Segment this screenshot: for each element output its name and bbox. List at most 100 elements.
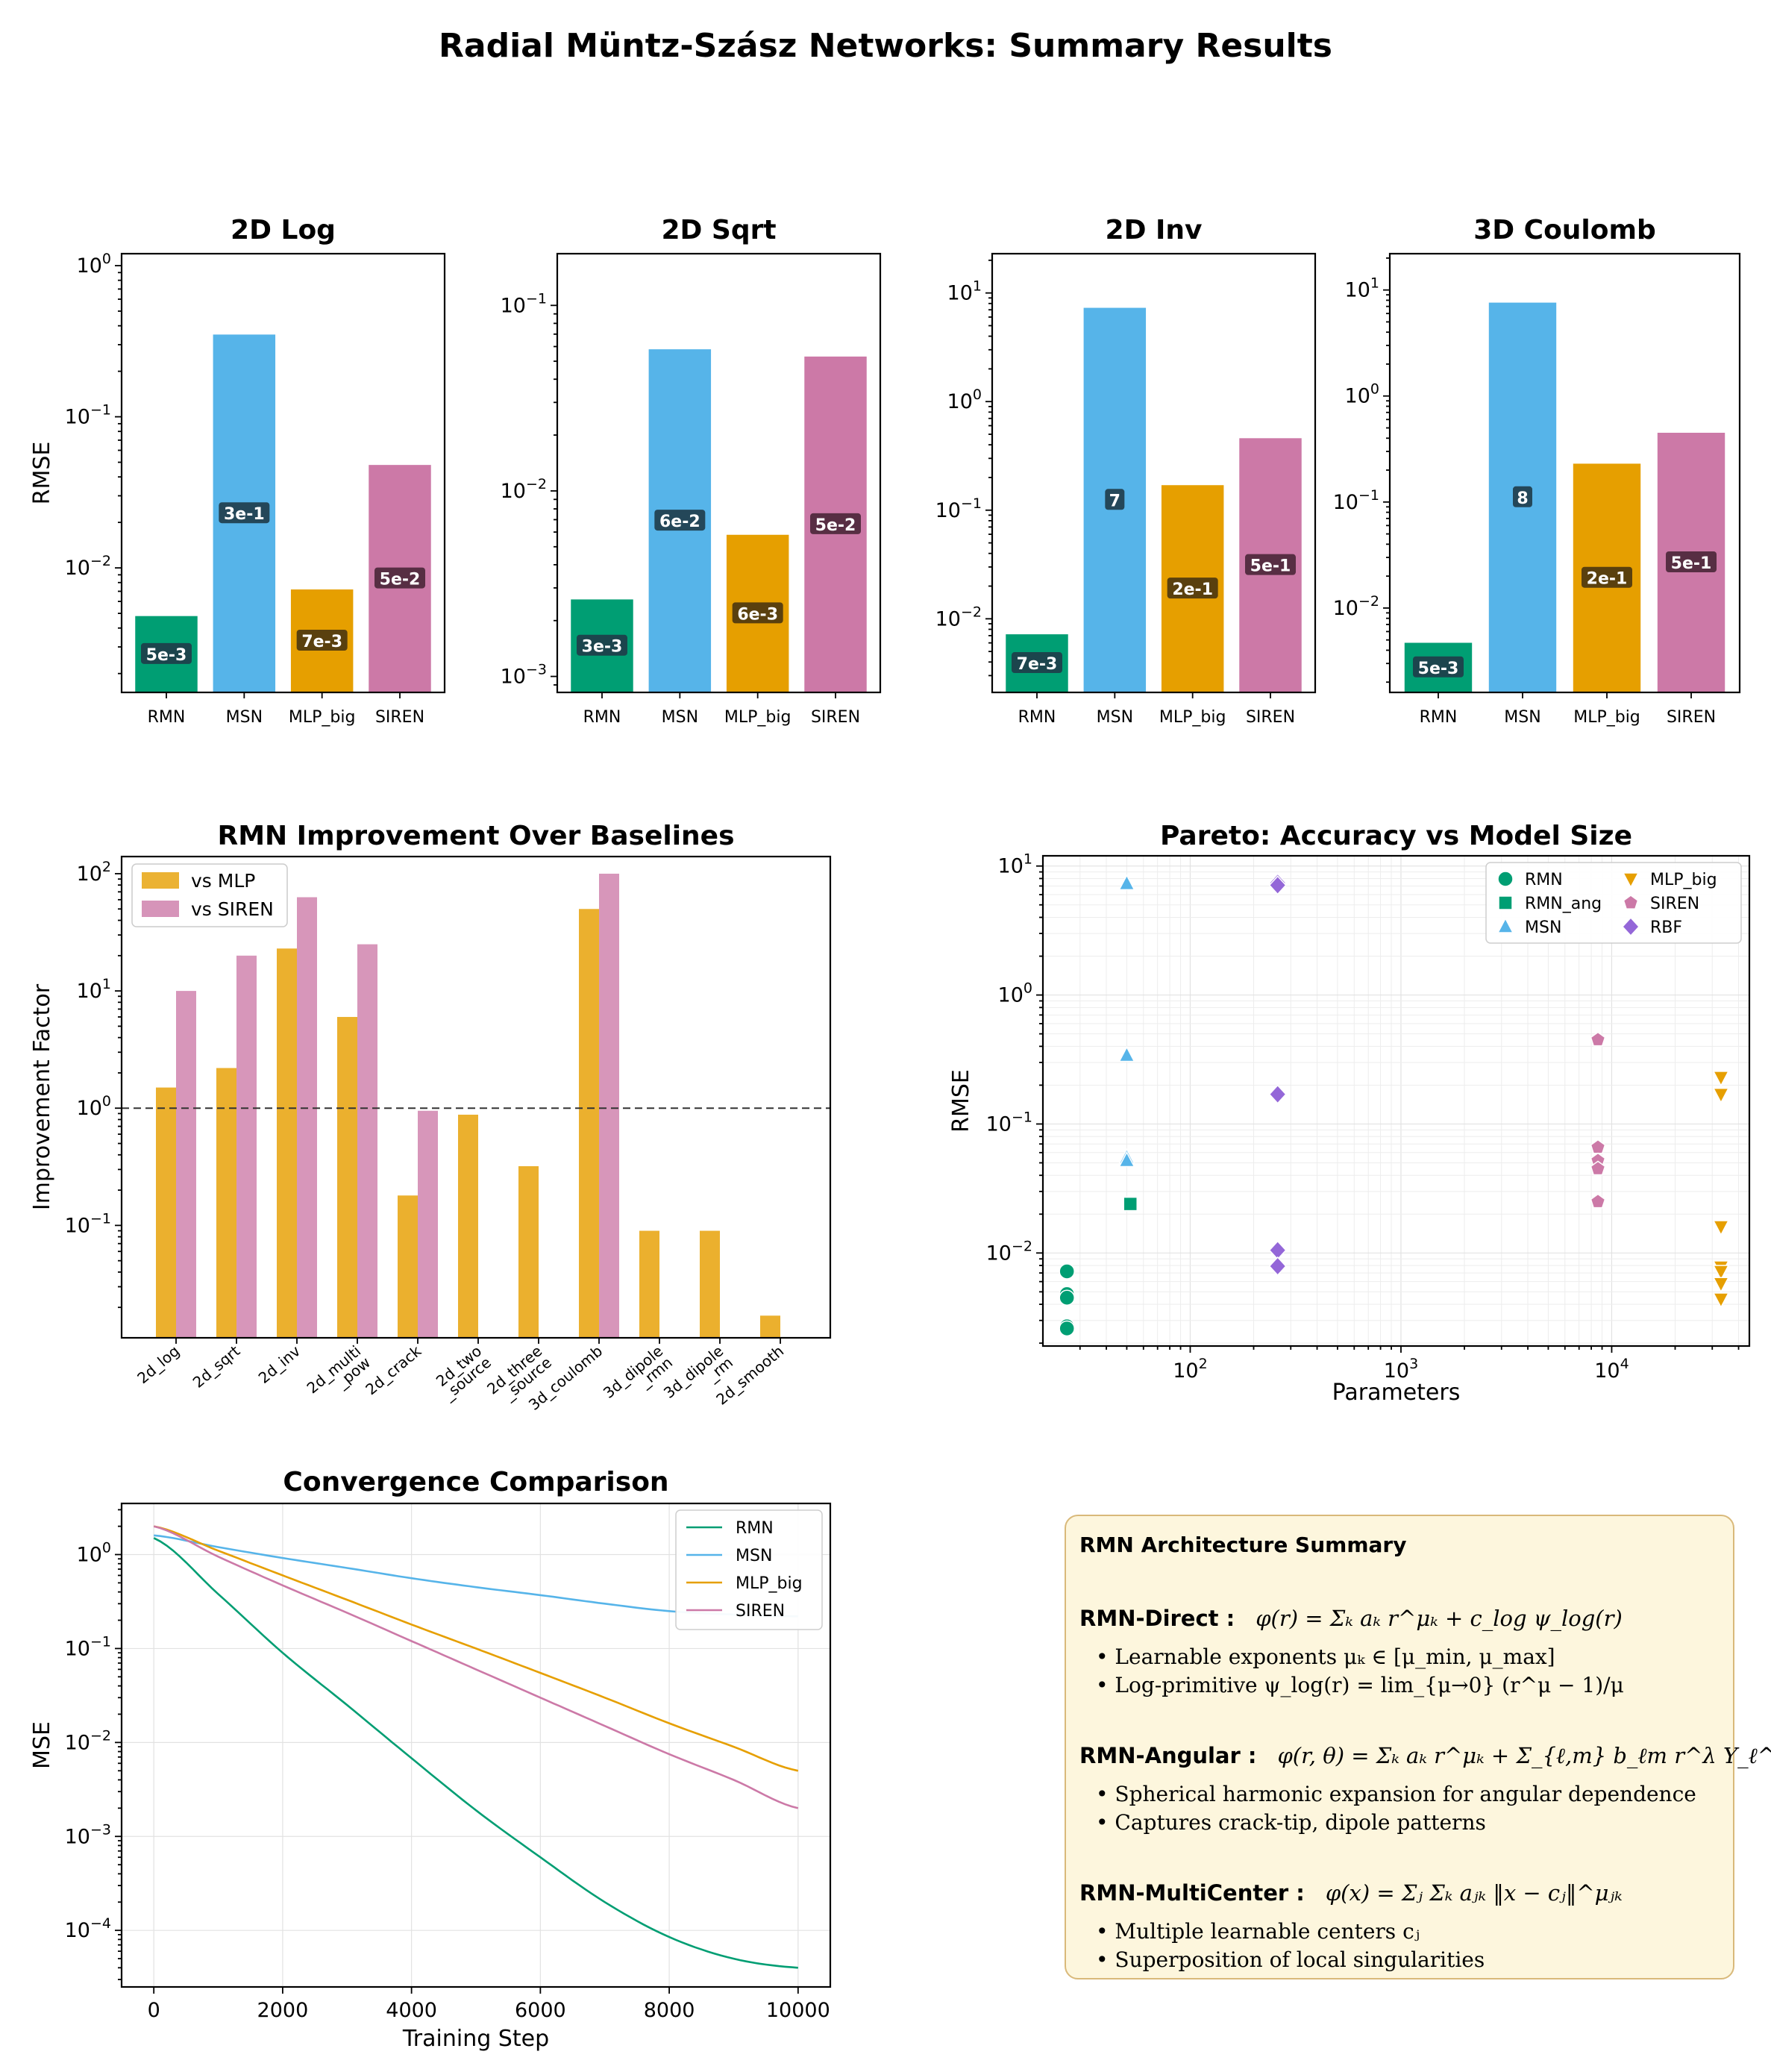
point-mlp_big <box>1712 1292 1730 1309</box>
x-tick-label: 2000 <box>257 1999 309 2022</box>
bar-vs-siren-0 <box>176 991 196 1338</box>
bar-value-label-box <box>1412 656 1464 677</box>
bar-value-label: 7 <box>1109 492 1120 510</box>
legend-label: RMN <box>1525 871 1563 889</box>
x-tick-label: 2d_log <box>134 1342 183 1387</box>
x-tick-label: 2d_multi_pow <box>303 1342 374 1408</box>
bar-value-label-box <box>1245 554 1297 575</box>
legend-label: SIREN <box>736 1602 785 1621</box>
rmn-angular-bullet-2: Captures crack-tip, dipole patterns <box>1079 1809 1720 1837</box>
line-siren <box>153 1525 799 1809</box>
y-tick-label: 10−2 <box>986 1238 1032 1265</box>
y-tick-label: 10−1 <box>935 495 982 522</box>
bar-vs-mlp-4 <box>398 1195 418 1338</box>
x-tick-label: MSN <box>1097 708 1133 727</box>
bar-value-label: 7e-3 <box>301 633 342 651</box>
panel-2d_sqrt: 2D Sqrt 3e-3 RMN 6e-2 MSN 6e-3 MLP_big 5e-2 SIRE… <box>501 215 882 727</box>
legend-label: RBF <box>1650 918 1682 937</box>
x-tick-label: RMN <box>148 708 186 727</box>
y-tick-label: 100 <box>947 386 982 413</box>
y-tick-label: 10−1 <box>1333 487 1379 514</box>
bar-vs-siren-7 <box>599 873 619 1338</box>
bar-vs-mlp-1 <box>216 1068 236 1338</box>
summary-rmn-angular: RMN-Angular : φ(r, θ) = Σₖ aₖ r^μₖ + Σ_{… <box>1079 1731 1771 1780</box>
axes-frame <box>556 252 882 694</box>
bar-value-label: 6e-2 <box>659 513 700 531</box>
bar-value-label: 2e-1 <box>1587 570 1628 589</box>
y-tick-label: 10−1 <box>65 402 111 429</box>
x-tick-label: SIREN <box>1667 708 1716 727</box>
bar-value-label-box <box>296 630 348 651</box>
bar-vs-mlp-6 <box>518 1165 539 1338</box>
panel-title: Convergence Comparison <box>283 1467 668 1497</box>
point-rmn <box>1059 1263 1075 1280</box>
point-siren <box>1590 1139 1606 1154</box>
panel-title: 3D Coulomb <box>1473 215 1656 245</box>
y-tick-label: 10−4 <box>65 1915 111 1942</box>
panel-title: 2D Log <box>231 215 336 245</box>
bar-value-label-box <box>1011 652 1062 674</box>
summary-rmn-direct: RMN-Direct : φ(r) = Σₖ aₖ r^μₖ + c_log ψ… <box>1079 1594 1720 1643</box>
x-tick-label: 6000 <box>515 1999 566 2022</box>
bar-value-label: 3e-1 <box>224 505 265 524</box>
bar-value-label-box <box>810 513 862 534</box>
legend-marker <box>1498 895 1513 910</box>
x-tick-label: MLP_big <box>1573 708 1640 727</box>
bar-vs-mlp-10 <box>760 1315 780 1338</box>
x-tick-label: SIREN <box>1246 708 1295 727</box>
legend-box <box>1485 862 1742 944</box>
y-axis-label: RMSE <box>29 442 55 505</box>
x-tick-label: 2d_inv <box>255 1342 304 1387</box>
bar-value-label-box <box>576 634 627 656</box>
legend-label: MLP_big <box>1650 871 1717 889</box>
bar-value-label: 6e-3 <box>737 605 778 624</box>
x-tick-label: 2d_two_source <box>429 1342 495 1403</box>
legend-label: RMN_ang <box>1525 895 1602 913</box>
bar-value-label-box <box>1167 578 1218 599</box>
legend-label: MSN <box>1525 918 1561 937</box>
point-mlp_big <box>1712 1087 1730 1104</box>
legend-label: MLP_big <box>736 1574 803 1593</box>
axes-frame <box>120 252 446 694</box>
rmn-direct-bullet-2: Log-primitive ψ_log(r) = lim_{μ→0} (r^μ … <box>1079 1671 1720 1700</box>
y-axis-label: Improvement Factor <box>29 983 55 1210</box>
y-tick-label: 10−1 <box>65 1633 111 1660</box>
bar-vs-mlp-2 <box>277 948 297 1338</box>
y-tick-label: 100 <box>77 1093 111 1120</box>
point-mlp_big <box>1712 1265 1730 1281</box>
x-tick-label: 3d_dipole_rmn <box>600 1342 676 1413</box>
bar-vs-mlp-8 <box>639 1230 659 1338</box>
bar-value-label-box <box>1512 486 1532 507</box>
bar-value-label-box <box>1105 489 1125 510</box>
axes-frame <box>1041 854 1751 1348</box>
axes-frame <box>991 252 1317 694</box>
panel-title: Pareto: Accuracy vs Model Size <box>1160 821 1632 851</box>
y-axis-label: MSE <box>29 1721 55 1769</box>
legend-label: RMN <box>736 1519 774 1538</box>
bar-value-label: 5e-1 <box>1671 554 1712 573</box>
y-tick-label: 10−1 <box>501 290 547 317</box>
panel-pareto: Pareto: Accuracy vs Model Size 102 103 104 1… <box>948 821 1751 1406</box>
point-rmn <box>1059 1289 1075 1306</box>
point-siren <box>1590 1193 1606 1209</box>
legend-marker <box>1497 871 1514 887</box>
legend-label: SIREN <box>1650 895 1699 913</box>
legend-marker <box>1622 872 1640 889</box>
x-tick-label: SIREN <box>375 708 424 727</box>
panel-2d_log: 2D Log 5e-3 RMN 3e-1 MSN 7e-3 MLP_big 5e-2 SIREN… <box>29 215 446 727</box>
bar-value-label-box <box>140 642 192 664</box>
x-tick-label: 4000 <box>386 1999 437 2022</box>
panel-title: 2D Inv <box>1106 215 1203 245</box>
x-tick-label: MLP_big <box>724 708 792 727</box>
legend-box <box>675 1509 823 1630</box>
rmn-direct-bullet-1: Learnable exponents μₖ ∈ [μ_min, μ_max] <box>1079 1643 1720 1671</box>
bar-vs-siren-2 <box>297 897 317 1338</box>
x-tick-label: 0 <box>148 1999 160 2022</box>
point-msn <box>1118 1151 1135 1168</box>
rmn-multicenter-bullet-2: Superposition of local singularities <box>1079 1946 1720 1974</box>
bar-value-label-box <box>1582 566 1633 588</box>
y-tick-label: 10−2 <box>935 604 982 630</box>
point-rmn <box>1059 1320 1075 1337</box>
x-tick-label: RMN <box>583 708 621 727</box>
rmn-direct-name: RMN-Direct : <box>1079 1606 1235 1631</box>
